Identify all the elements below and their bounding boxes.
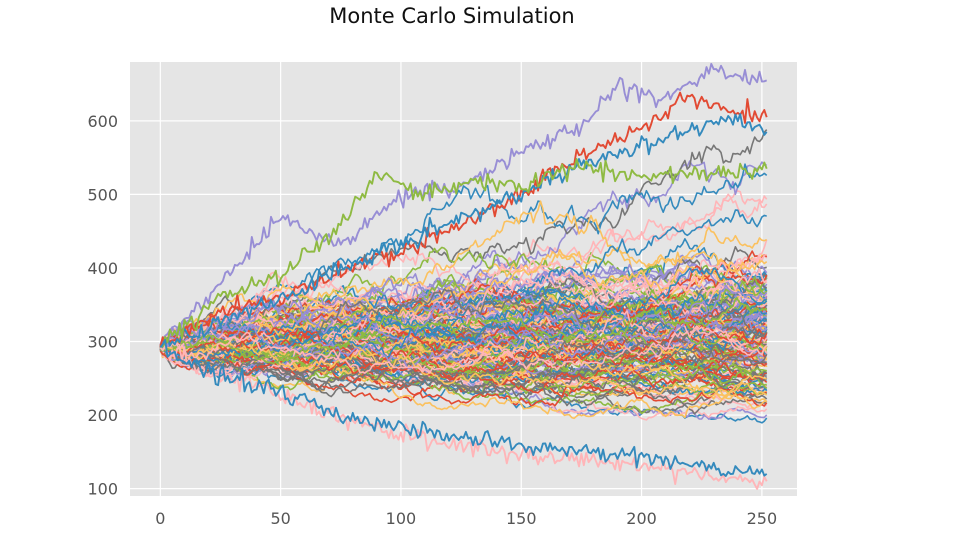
y-tick-label: 500 [87, 185, 118, 204]
highlighted-path [159, 158, 768, 352]
simulation-path [159, 338, 768, 407]
y-tick-label: 400 [87, 259, 118, 278]
y-tick-label: 600 [87, 112, 118, 131]
simulation-path [159, 308, 768, 391]
plot-series-group [159, 62, 768, 490]
x-tick-label: 200 [626, 509, 657, 528]
simulation-path [159, 343, 767, 399]
x-tick-label: 250 [747, 509, 778, 528]
simulation-path [159, 325, 768, 374]
simulation-path [159, 282, 768, 345]
chart-title: Monte Carlo Simulation [329, 4, 575, 28]
y-tick-label: 100 [87, 480, 118, 499]
x-tick-label: 0 [155, 509, 165, 528]
highlighted-paths [159, 62, 768, 490]
highlighted-path [159, 91, 768, 348]
simulation-path [159, 298, 767, 365]
simulation-path [160, 293, 767, 364]
y-tick-label: 300 [87, 333, 118, 352]
simulation-path [159, 331, 767, 384]
simulation-path [159, 193, 768, 346]
x-tick-label: 50 [270, 509, 290, 528]
y-axis-ticks: 100 200 300 400 500 600 [87, 112, 118, 499]
y-tick-label: 200 [87, 406, 118, 425]
simulation-path [159, 284, 768, 370]
highlighted-path [160, 113, 768, 349]
simulation-path [160, 248, 768, 361]
simulation-path [159, 310, 768, 362]
highlighted-path [159, 338, 768, 477]
x-axis-ticks: 0 50 100 150 200 250 [155, 509, 777, 528]
x-tick-label: 150 [506, 509, 537, 528]
simulation-path [159, 268, 768, 368]
highlighted-path [159, 62, 768, 348]
x-tick-label: 100 [386, 509, 417, 528]
